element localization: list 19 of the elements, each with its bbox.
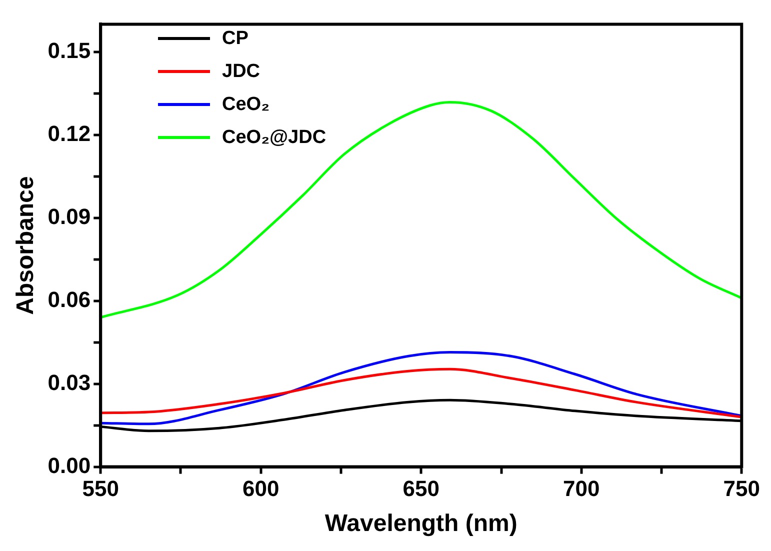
y-tick-label: 0.15 (48, 38, 91, 63)
y-tick-label: 0.12 (48, 120, 91, 146)
x-tick-label: 550 (82, 476, 119, 502)
x-tick-label: 650 (402, 476, 440, 502)
legend-label: CeO₂ (222, 94, 270, 116)
y-axis-title: Absorbance (12, 176, 40, 315)
x-axis-title: Wavelength (nm) (324, 510, 518, 538)
y-tick-label: 0.06 (48, 286, 91, 312)
x-tick-label: 750 (723, 476, 760, 502)
line-series (100, 351, 742, 426)
x-tick-label: 600 (242, 476, 280, 502)
y-tick-label: 0.09 (48, 204, 91, 229)
legend-label: CeO₂@JDC (222, 126, 326, 148)
line-series (100, 368, 742, 418)
x-tick-label: 700 (563, 476, 600, 502)
y-tick-label: 0.00 (48, 452, 91, 478)
legend-label: JDC (222, 60, 260, 82)
legend-label: CP (222, 28, 248, 50)
y-tick-label: 0.03 (48, 370, 91, 395)
